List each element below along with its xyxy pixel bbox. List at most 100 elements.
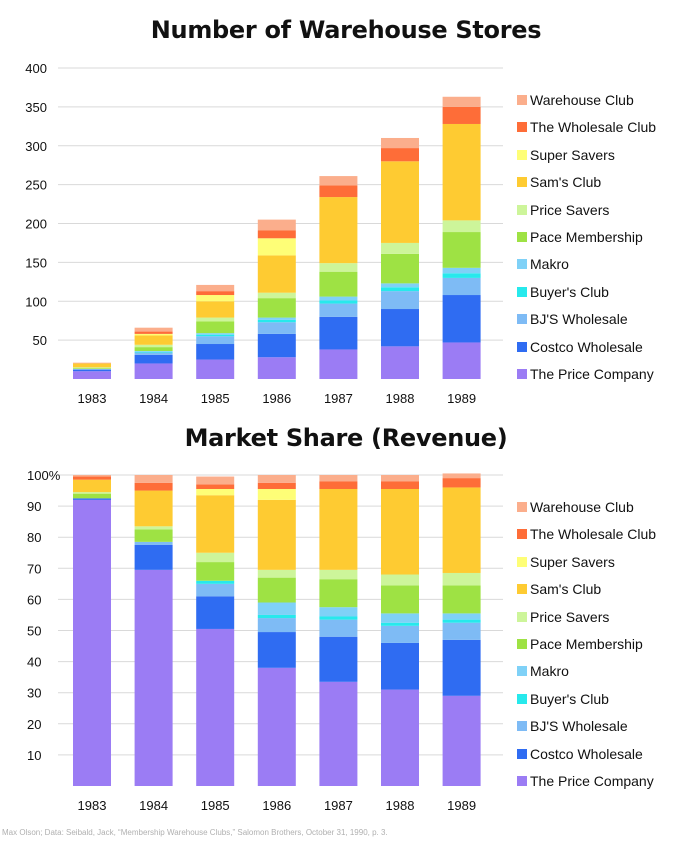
bar-segment bbox=[73, 362, 111, 364]
chart-title: Number of Warehouse Stores bbox=[150, 16, 542, 44]
bar-segment bbox=[442, 342, 481, 379]
x-tick-label: 1987 bbox=[324, 391, 353, 406]
y-tick-label: 350 bbox=[25, 100, 47, 115]
y-tick-label: 400 bbox=[25, 61, 47, 76]
bar-segment bbox=[319, 616, 358, 620]
bar-segment bbox=[319, 619, 358, 637]
bar-segment bbox=[196, 596, 235, 629]
bar-segment bbox=[442, 220, 481, 233]
bar-segment bbox=[73, 368, 111, 369]
bar-segment bbox=[381, 585, 419, 614]
bar-segment bbox=[196, 301, 235, 318]
x-tick-label: 1985 bbox=[201, 391, 230, 406]
bar-segment bbox=[442, 622, 481, 640]
legend-swatch bbox=[517, 611, 527, 622]
bar-segment bbox=[319, 488, 358, 570]
bar-segment bbox=[134, 347, 173, 352]
legend-label: BJ'S Wholesale bbox=[530, 311, 628, 328]
bar-segment bbox=[134, 569, 173, 786]
bar-segment bbox=[73, 498, 111, 500]
bar-segment bbox=[196, 583, 235, 597]
bar-segment bbox=[73, 368, 111, 370]
legend-label: Warehouse Club bbox=[530, 92, 634, 108]
legend-label: Sam's Club bbox=[530, 174, 602, 191]
bar-segment bbox=[257, 614, 296, 619]
bar-segment bbox=[196, 488, 235, 496]
bar-segment bbox=[196, 291, 235, 296]
legend-swatch bbox=[517, 286, 527, 297]
bar-segment bbox=[319, 303, 358, 317]
x-tick-label: 1986 bbox=[262, 391, 291, 406]
bar-segment bbox=[196, 284, 235, 292]
y-tick-label: 40 bbox=[27, 655, 41, 670]
legend-label: Price Savers bbox=[530, 201, 610, 218]
y-tick-label: 100 bbox=[25, 294, 47, 309]
bar-segment bbox=[442, 273, 481, 278]
bar-segment bbox=[381, 283, 419, 288]
data-source-credit: Max Olson; Data: Seibald, Jack, “Members… bbox=[2, 828, 388, 837]
bar-segment bbox=[134, 344, 173, 348]
x-tick-label: 1988 bbox=[386, 391, 415, 406]
legend-swatch bbox=[517, 204, 527, 215]
bar-segment bbox=[381, 622, 419, 626]
y-tick-label: 100% bbox=[27, 468, 61, 483]
y-tick-label: 250 bbox=[25, 178, 47, 193]
bar-segment bbox=[257, 322, 296, 334]
legend-swatch bbox=[517, 666, 527, 677]
bar-segment bbox=[73, 367, 111, 369]
bar-segment bbox=[442, 295, 481, 343]
y-tick-label: 60 bbox=[27, 592, 41, 607]
legend-swatch bbox=[517, 556, 527, 567]
y-tick-label: 150 bbox=[25, 255, 47, 270]
bar-segment bbox=[257, 632, 296, 668]
legend-label: BJ'S Wholesale bbox=[530, 718, 628, 735]
legend-label: Makro bbox=[530, 256, 569, 273]
bar-segment bbox=[442, 106, 481, 124]
bar-segment bbox=[134, 351, 173, 353]
bar-segment bbox=[319, 296, 358, 301]
bar-segment bbox=[134, 482, 173, 491]
legend-label: Sam's Club bbox=[530, 581, 602, 598]
legend-swatch bbox=[517, 259, 527, 270]
bar-segment bbox=[442, 619, 481, 623]
legend-swatch bbox=[517, 775, 527, 786]
bar-segment bbox=[196, 333, 235, 335]
bar-segment bbox=[257, 319, 296, 323]
bar-segment bbox=[196, 628, 235, 786]
bar-segment bbox=[73, 475, 111, 477]
bar-segment bbox=[381, 309, 419, 347]
legend-label: The Price Company bbox=[530, 772, 654, 789]
bar-segment bbox=[257, 577, 296, 603]
legend-swatch bbox=[517, 529, 527, 540]
bar-segment bbox=[134, 475, 173, 483]
legend-label: Buyer's Club bbox=[530, 690, 609, 707]
bar-segment bbox=[134, 327, 173, 332]
bar-segment bbox=[319, 569, 358, 580]
bar-segment bbox=[319, 176, 358, 186]
bar-segment bbox=[442, 232, 481, 268]
bar-segment bbox=[319, 197, 358, 264]
bar-segment bbox=[381, 137, 419, 149]
y-tick-label: 30 bbox=[27, 686, 41, 701]
bar-segment bbox=[196, 334, 235, 337]
bar-segment bbox=[196, 295, 235, 302]
market-share-chart: 10 20 30 40 50 60 70 80 90 100% 1983 1984 1985 1986 19… bbox=[27, 468, 503, 813]
bar-segment bbox=[134, 363, 173, 379]
y-tick-label: 10 bbox=[27, 748, 41, 763]
bar-segment bbox=[381, 161, 419, 243]
bar-segment bbox=[73, 371, 111, 379]
bar-segment bbox=[381, 642, 419, 690]
legend-label: Costco Wholesale bbox=[530, 745, 643, 762]
legend-swatch bbox=[517, 638, 527, 649]
bar-segment bbox=[134, 526, 173, 530]
bar-segment bbox=[381, 287, 419, 292]
legend-label: Buyer's Club bbox=[530, 283, 609, 300]
bar-segment bbox=[319, 185, 358, 198]
bar-segment bbox=[257, 317, 296, 320]
bar-segment bbox=[196, 321, 235, 334]
legend-swatch bbox=[517, 584, 527, 595]
bar-segment bbox=[319, 607, 358, 617]
bar-segment bbox=[442, 96, 481, 107]
bar-segment bbox=[257, 569, 296, 578]
bar-segment bbox=[134, 490, 173, 527]
